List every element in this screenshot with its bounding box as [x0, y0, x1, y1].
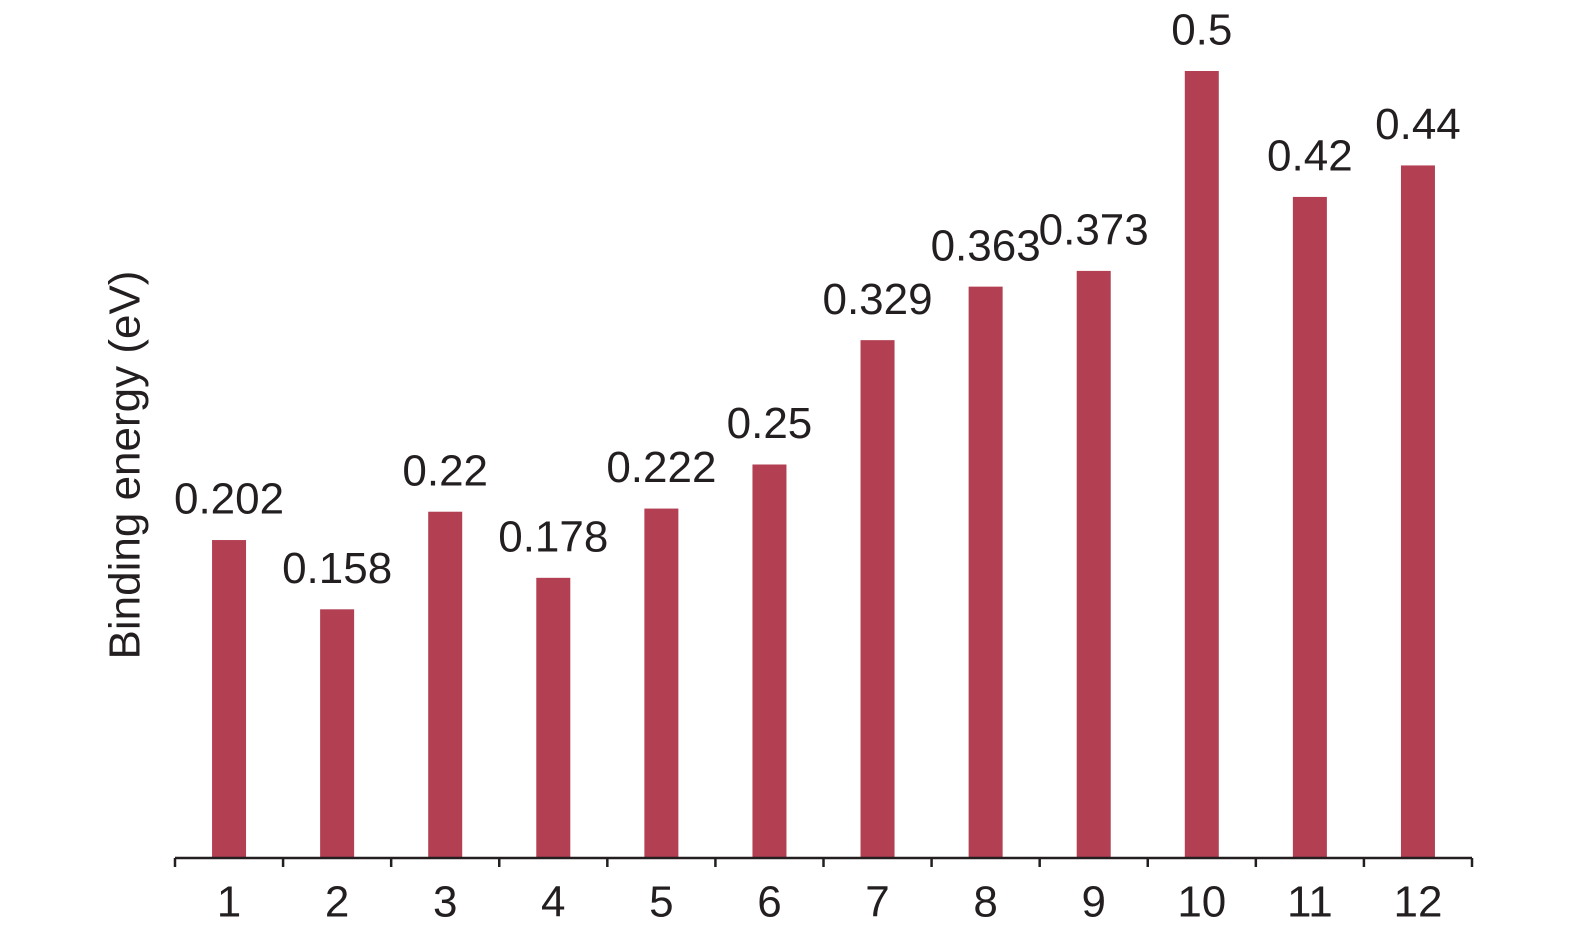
- x-tick-label: 6: [757, 878, 781, 927]
- bar: [752, 464, 787, 858]
- x-tick-label: 12: [1393, 878, 1442, 927]
- x-tick-label: 7: [865, 878, 889, 927]
- data-label: 0.202: [174, 475, 284, 524]
- y-axis-label: Binding energy (eV): [101, 271, 150, 660]
- data-label: 0.222: [606, 443, 716, 492]
- x-tick-label: 9: [1081, 878, 1105, 927]
- x-tick-label: 5: [649, 878, 673, 927]
- bar: [1400, 165, 1435, 858]
- bar: [536, 577, 571, 858]
- data-label: 0.44: [1375, 100, 1461, 149]
- data-label: 0.178: [498, 512, 608, 561]
- x-tick-label: 3: [433, 878, 457, 927]
- x-tick-label: 8: [973, 878, 997, 927]
- bar: [1184, 71, 1219, 858]
- bar: [860, 340, 895, 858]
- bar: [428, 511, 463, 858]
- data-label: 0.5: [1171, 6, 1232, 55]
- x-tick-label: 4: [541, 878, 565, 927]
- data-label: 0.25: [727, 399, 813, 448]
- x-tick-label: 2: [325, 878, 349, 927]
- data-label: 0.158: [282, 544, 392, 593]
- bar: [212, 540, 247, 858]
- data-label: 0.373: [1039, 206, 1149, 255]
- bar: [644, 508, 679, 858]
- data-label: 0.329: [822, 275, 932, 324]
- bar: [1076, 270, 1111, 858]
- data-label: 0.22: [402, 446, 488, 495]
- x-tick-label: 11: [1287, 878, 1333, 927]
- data-label: 0.363: [931, 221, 1041, 270]
- data-label: 0.42: [1267, 132, 1353, 181]
- x-tick-label: 1: [217, 878, 241, 927]
- bar: [968, 286, 1003, 858]
- bar: [1292, 196, 1327, 859]
- x-tick-label: 10: [1177, 878, 1226, 927]
- bar: [320, 609, 355, 858]
